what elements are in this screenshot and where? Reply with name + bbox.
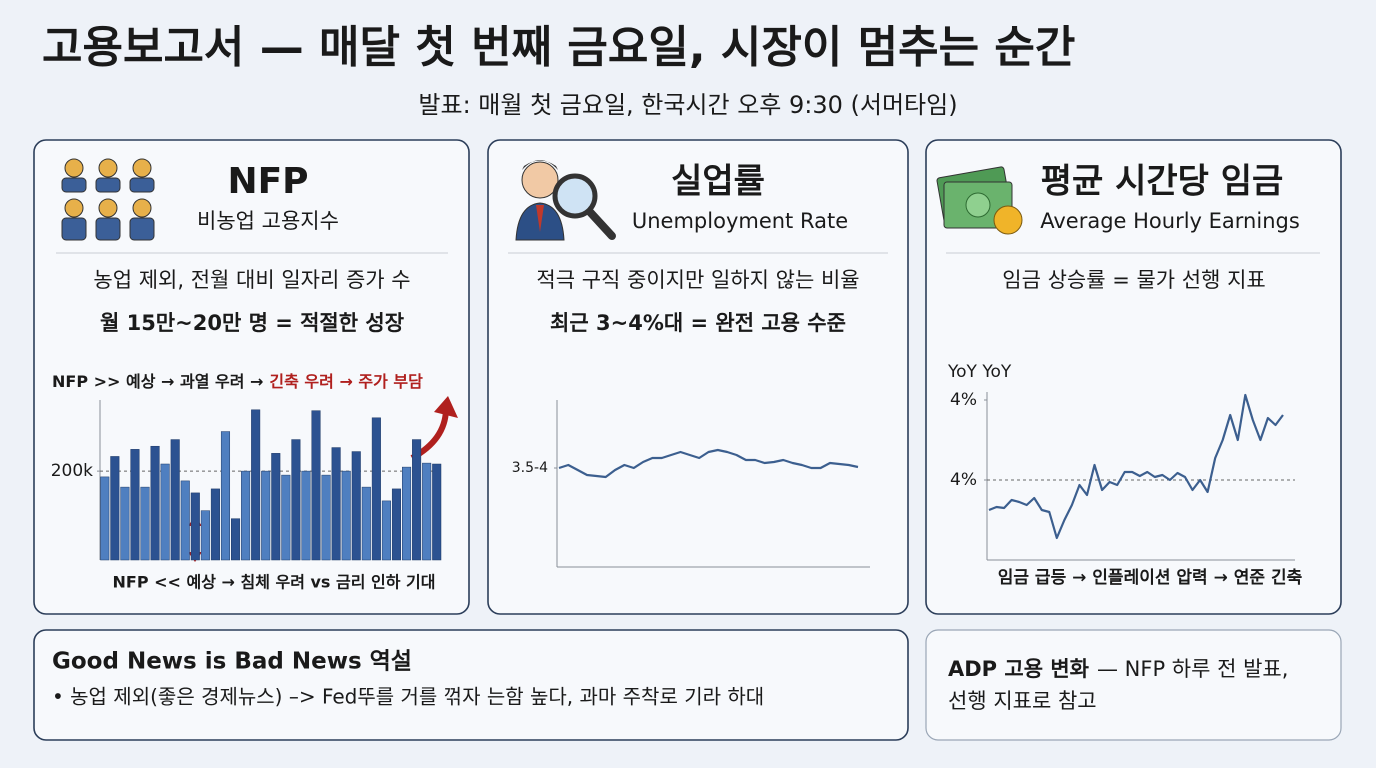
page-subtitle: 발표: 매월 첫 금요일, 한국시간 오후 9:30 (서머타임) [418,91,957,119]
panel-key-point: 최근 3~4%대 = 완전 고용 수준 [550,311,846,335]
bar [251,409,261,561]
panel-key-point: 월 15만~20만 명 = 적절한 성장 [100,311,404,335]
money-icon [936,166,1023,235]
arrow-head [434,396,458,418]
bar [190,492,200,561]
bar [291,439,301,561]
bar [331,447,341,561]
footer-line: 선행 지표로 참고 [948,689,1097,713]
bar [412,439,422,561]
panel-heading: 평균 시간당 임금 [1041,162,1284,202]
bar [261,470,271,561]
workers-icon [61,158,155,241]
bar [130,449,140,561]
y-tick-label: 200k [51,461,93,481]
search-icon [515,160,616,241]
bar [432,463,442,561]
panel-unemployment [487,139,909,615]
annotation-highlight: 긴축 우려 → 주가 부담 [269,372,423,391]
bar [341,470,351,561]
y-tick-label: 3.5-4 [512,460,548,476]
bar [371,417,381,561]
panel-subheading: Unemployment Rate [632,209,848,233]
bar [241,470,251,561]
bar [210,488,220,561]
page-title: 고용보고서 — 매달 첫 번째 금요일, 시장이 멈추는 순간 [42,22,1075,73]
bar [271,453,281,561]
panel-heading: NFP [227,161,308,202]
bar [361,486,371,561]
panel-earnings [925,139,1342,615]
bar [422,462,432,561]
footer-title: Good News is Bad News 역설 [52,649,412,675]
panel-heading: 실업률 [671,162,765,202]
bar [402,466,412,561]
bar [140,486,150,561]
panel-description: 적극 구직 중이지만 일하지 않는 비율 [536,268,859,292]
line [558,448,859,479]
panel-subheading: 비농업 고용지수 [197,209,339,233]
panel-subheading: Average Hourly Earnings [1040,209,1300,233]
footer-line: — NFP 하루 전 발표, [1097,657,1288,681]
line [988,393,1284,540]
y-axis-label: YoY YoY [947,362,1012,382]
bar [100,476,110,561]
y-tick-label: 4% [950,470,977,490]
bar [391,488,402,561]
footer-bullet: • 농업 제외(좋은 경제뉴스) –> Fed뚜를 거를 꺾자 는함 높다, 과… [52,685,764,709]
annotation-part: NFP >> 예상 → 과열 우려 → [52,372,263,391]
footer-note: ADP 고용 변화 — NFP 하루 전 발표, [948,657,1288,681]
annotation-top: NFP >> 예상 → 과열 우려 → 긴축 우려 → 주가 부담 [52,372,423,391]
bar [110,456,120,561]
panel-description: 농업 제외, 전월 대비 일자리 증가 수 [93,268,410,292]
bar [200,510,210,561]
bar [120,486,130,561]
bar [231,518,241,561]
bar [180,480,190,561]
bar [381,500,391,561]
bar [220,431,231,561]
panel-good-news [33,629,909,741]
bar [351,451,361,561]
bar [170,439,180,561]
bar [281,474,291,561]
bar [321,474,331,561]
bar [311,410,321,561]
footer-bold: ADP 고용 변화 [948,657,1090,681]
panel-adp [925,629,1342,741]
bar [150,445,160,561]
panel-description: 임금 상승률 = 물가 선행 지표 [1002,268,1266,292]
annotation-bottom: NFP << 예상 → 침체 우려 vs 금리 인하 기대 [113,573,436,592]
y-tick-label: 4% [950,390,977,410]
annotation-bottom: 임금 급등 → 인플레이션 압력 → 연준 긴축 [998,567,1303,588]
bar [301,470,311,561]
bar [160,463,170,561]
